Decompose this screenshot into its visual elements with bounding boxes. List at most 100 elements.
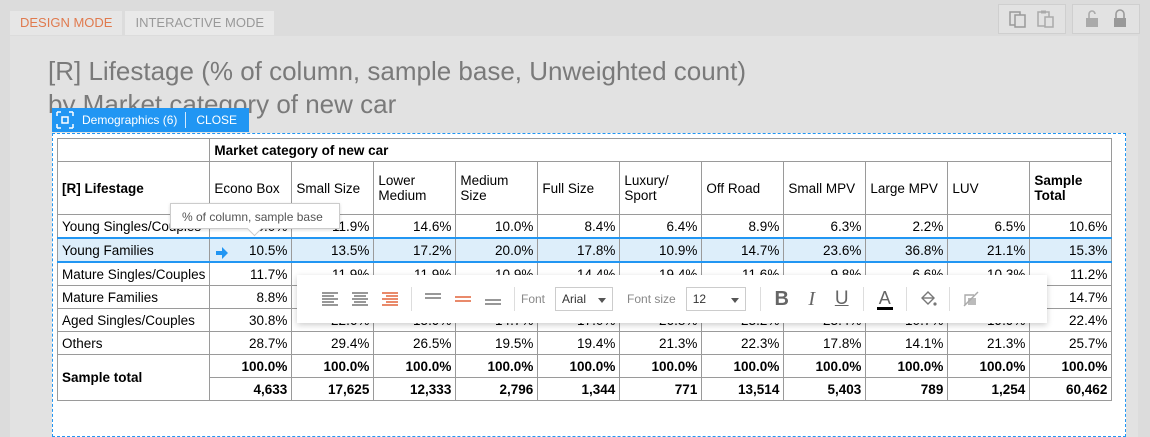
data-cell[interactable]: 26.5% (373, 331, 457, 355)
count-cell[interactable]: 12,333 (373, 377, 457, 401)
paste-icon[interactable] (1035, 8, 1057, 30)
data-cell[interactable]: 25.7% (1029, 331, 1113, 355)
data-cell[interactable]: 6.3% (783, 214, 867, 239)
selection-bar: Demographics (6) CLOSE (52, 108, 250, 132)
count-cell[interactable]: 5,403 (783, 377, 867, 401)
data-cell[interactable]: 15.3% (1029, 237, 1113, 263)
selection-handle-icon[interactable] (52, 111, 78, 129)
column-header[interactable]: Medium Size (455, 161, 539, 215)
count-cell[interactable]: 1,344 (537, 377, 621, 401)
data-cell[interactable]: 17.2% (373, 237, 457, 263)
total-cell[interactable]: 100.0% (783, 354, 867, 378)
data-cell[interactable]: 8.9% (701, 214, 785, 239)
total-cell[interactable]: 100.0% (291, 354, 375, 378)
close-button[interactable]: CLOSE (196, 113, 238, 127)
data-cell[interactable]: 13.5% (291, 237, 375, 263)
data-cell[interactable]: 30.8% (209, 308, 293, 332)
data-cell[interactable]: 17.8% (783, 331, 867, 355)
row-label[interactable]: Aged Singles/Couples (56, 308, 211, 332)
align-right-icon[interactable] (375, 284, 405, 314)
total-row-label[interactable]: Sample total (56, 354, 211, 401)
data-cell[interactable]: 6.5% (947, 214, 1031, 239)
border-top-icon[interactable] (418, 284, 448, 314)
table-row[interactable]: Others 28.7% 29.4% 26.5% 19.5% 19.4% 21.3% 22.3… (56, 331, 1113, 355)
data-cell[interactable]: 21.1% (947, 237, 1031, 263)
data-cell[interactable]: 10.9% (619, 237, 703, 263)
clear-format-icon[interactable] (956, 284, 986, 314)
data-cell[interactable]: 6.4% (619, 214, 703, 239)
total-cell[interactable]: 100.0% (619, 354, 703, 378)
total-cell[interactable]: 100.0% (1029, 354, 1113, 378)
font-label: Font (521, 292, 546, 306)
column-header[interactable]: Off Road (701, 161, 785, 215)
data-cell[interactable]: 21.3% (947, 331, 1031, 355)
total-cell[interactable]: 100.0% (373, 354, 457, 378)
column-header[interactable]: Small MPV (783, 161, 867, 215)
selection-divider (185, 112, 187, 128)
data-cell[interactable]: 14.6% (373, 214, 457, 239)
data-cell[interactable]: 10.0% (455, 214, 539, 239)
row-label[interactable]: Young Families (56, 237, 211, 263)
unlock-icon[interactable] (1081, 8, 1103, 30)
font-size-select[interactable]: 12 (685, 287, 746, 311)
row-label[interactable]: Mature Families (56, 285, 211, 309)
count-cell[interactable]: 2,796 (455, 377, 539, 401)
align-left-icon[interactable] (315, 284, 345, 314)
data-cell[interactable]: 2.2% (865, 214, 949, 239)
row-label[interactable]: Mature Singles/Couples (56, 261, 211, 286)
data-cell[interactable]: 22.3% (701, 331, 785, 355)
data-cell[interactable]: 29.4% (291, 331, 375, 355)
data-cell[interactable]: 28.7% (209, 331, 293, 355)
count-cell[interactable]: 4,633 (209, 377, 293, 401)
table-row[interactable]: Young Families 10.5% 13.5% 17.2% 20.0% 17.8% 1… (56, 237, 1113, 263)
total-cell[interactable]: 100.0% (701, 354, 785, 378)
column-header[interactable]: Lower Medium (373, 161, 457, 215)
border-middle-icon[interactable] (448, 284, 478, 314)
underline-button[interactable]: U (834, 288, 849, 309)
italic-button[interactable]: I (808, 287, 816, 310)
fill-color-icon[interactable] (913, 284, 943, 314)
data-cell[interactable]: 23.6% (783, 237, 867, 263)
data-cell[interactable]: 8.8% (209, 285, 293, 309)
bold-button[interactable]: B (774, 287, 789, 310)
text-color-icon[interactable]: A (870, 284, 900, 314)
data-cell[interactable]: 21.3% (619, 331, 703, 355)
total-cell[interactable]: 100.0% (537, 354, 621, 378)
row-label[interactable]: Others (56, 331, 211, 355)
data-cell[interactable]: 14.1% (865, 331, 949, 355)
column-header[interactable]: Sample Total (1029, 161, 1113, 215)
column-header[interactable]: LUV (947, 161, 1031, 215)
data-cell[interactable]: 36.8% (865, 237, 949, 263)
tab-interactive-mode[interactable]: INTERACTIVE MODE (125, 11, 275, 35)
total-cell[interactable]: 100.0% (209, 354, 293, 378)
column-header[interactable]: Large MPV (865, 161, 949, 215)
data-cell[interactable]: 14.7% (701, 237, 785, 263)
count-cell[interactable]: 1,254 (947, 377, 1031, 401)
border-bottom-icon[interactable] (478, 284, 508, 314)
tab-design-mode[interactable]: DESIGN MODE (10, 11, 123, 35)
crosstab-table[interactable]: Market category of new car [R] Lifestage… (56, 138, 1113, 401)
column-header[interactable]: Full Size (537, 161, 621, 215)
count-cell[interactable]: 789 (865, 377, 949, 401)
data-cell[interactable]: 19.5% (455, 331, 539, 355)
column-group-header[interactable]: Market category of new car (209, 138, 1113, 162)
font-select[interactable]: Arial (555, 287, 614, 311)
data-cell[interactable]: 8.4% (537, 214, 621, 239)
count-cell[interactable]: 60,462 (1029, 377, 1113, 401)
copy-icon[interactable] (1007, 8, 1029, 30)
total-cell[interactable]: 100.0% (865, 354, 949, 378)
data-cell[interactable]: 17.8% (537, 237, 621, 263)
data-cell[interactable]: 19.4% (537, 331, 621, 355)
count-cell[interactable]: 17,625 (291, 377, 375, 401)
report-title[interactable]: [R] Lifestage (% of column, sample base,… (48, 55, 746, 121)
data-cell[interactable]: 10.6% (1029, 214, 1113, 239)
data-cell[interactable]: 20.0% (455, 237, 539, 263)
count-cell[interactable]: 771 (619, 377, 703, 401)
total-cell[interactable]: 100.0% (455, 354, 539, 378)
data-cell[interactable]: 11.7% (209, 261, 293, 286)
count-cell[interactable]: 13,514 (701, 377, 785, 401)
align-center-icon[interactable] (345, 284, 375, 314)
total-cell[interactable]: 100.0% (947, 354, 1031, 378)
lock-icon[interactable] (1109, 8, 1131, 30)
column-header[interactable]: Luxury/ Sport (619, 161, 703, 215)
